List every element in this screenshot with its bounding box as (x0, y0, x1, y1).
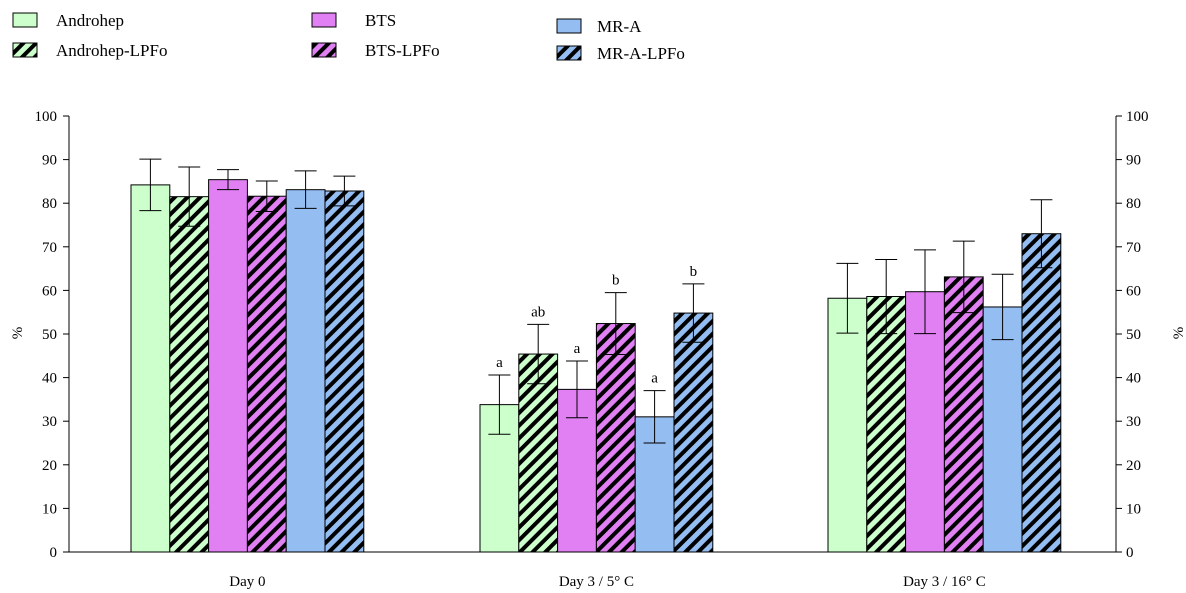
bar-bts-lpfo-day-0 (246, 195, 287, 553)
y-tick-label-right: 20 (1126, 458, 1141, 474)
significance-label-androhep-day-3-5-c: a (496, 355, 503, 371)
legend-swatch-bts (311, 12, 337, 28)
significance-label-mr-a-lpfo-day-3-5-c: b (690, 264, 698, 280)
bar-androhep-lpfo-day-3-5-c (518, 353, 559, 553)
bar-mr-a-day-3-16-c (982, 306, 1023, 553)
y-tick-label-right: 70 (1126, 240, 1141, 256)
significance-label-bts-lpfo-day-3-5-c: b (612, 273, 620, 289)
legend-swatch-androhep-lpfo (12, 42, 38, 58)
legend-entry-mr-a: MR-A (556, 17, 642, 36)
legend-label-androhep-lpfo: Androhep-LPFo (56, 41, 167, 60)
legend-label-mr-a-lpfo: MR-A-LPFo (597, 44, 685, 63)
significance-label-mr-a-day-3-5-c: a (651, 371, 658, 387)
bar-androhep-day-0 (130, 184, 171, 553)
y-tick-label-right: 40 (1126, 371, 1141, 387)
significance-label-androhep-lpfo-day-3-5-c: ab (531, 304, 545, 320)
y-tick-label-left: 50 (42, 327, 57, 343)
y-tick-label-right: 100 (1126, 109, 1149, 125)
legend-swatch-mr-a-lpfo (556, 45, 582, 61)
y-tick-label-right: 80 (1126, 196, 1141, 212)
x-tick-label-day-3-5-c: Day 3 / 5° C (559, 574, 634, 590)
y-tick-label-right: 60 (1126, 283, 1141, 299)
y-tick-label-right: 90 (1126, 153, 1141, 169)
legend-swatch-mr-a (556, 18, 582, 34)
y-tick-label-left: 60 (42, 283, 57, 299)
y-axis-label-left: % (10, 327, 26, 340)
y-tick-label-right: 50 (1126, 327, 1141, 343)
y-tick-label-left: 40 (42, 371, 57, 387)
y-tick-label-left: 20 (42, 458, 57, 474)
bar-androhep-lpfo-day-3-16-c (866, 296, 907, 553)
bar-bts-lpfo-day-3-16-c (943, 276, 984, 553)
y-tick-label-right: 30 (1126, 414, 1141, 430)
y-tick-label-left: 80 (42, 196, 57, 212)
y-tick-label-left: 70 (42, 240, 57, 256)
significance-label-bts-day-3-5-c: a (574, 341, 581, 357)
legend-label-mr-a: MR-A (597, 17, 642, 36)
y-tick-label-left: 30 (42, 414, 57, 430)
legend: Androhep Androhep-LPFo BTS BTS-LPFo MR-A… (12, 11, 685, 63)
x-tick-label-day-3-16-c: Day 3 / 16° C (903, 574, 986, 590)
legend-label-androhep: Androhep (56, 11, 124, 30)
y-tick-label-left: 0 (50, 545, 58, 561)
y-tick-label-left: 100 (35, 109, 58, 125)
legend-swatch-androhep (12, 12, 38, 28)
legend-entry-androhep: Androhep (12, 11, 124, 30)
legend-label-bts-lpfo: BTS-LPFo (365, 41, 440, 60)
bar-bts-lpfo-day-3-5-c (595, 323, 636, 553)
bar-mr-a-lpfo-day-3-5-c (673, 312, 714, 553)
legend-entry-bts-lpfo: BTS-LPFo (311, 41, 440, 60)
legend-swatch-bts-lpfo (311, 42, 337, 58)
y-tick-label-right: 0 (1126, 545, 1134, 561)
bar-mr-a-day-0 (285, 189, 326, 553)
legend-entry-bts: BTS (311, 11, 396, 30)
legend-entry-androhep-lpfo: Androhep-LPFo (12, 41, 167, 60)
bar-androhep-lpfo-day-0 (169, 196, 210, 553)
y-axis-label-right: % (1171, 327, 1186, 340)
x-tick-label-day-0: Day 0 (229, 574, 265, 590)
y-tick-label-right: 10 (1126, 501, 1141, 517)
bar-mr-a-lpfo-day-3-16-c (1021, 233, 1062, 553)
bar-androhep-day-3-16-c (827, 297, 868, 553)
bar-bts-day-0 (208, 179, 248, 553)
legend-entry-mr-a-lpfo: MR-A-LPFo (556, 44, 685, 63)
bar-mr-a-lpfo-day-0 (324, 190, 365, 553)
y-tick-label-left: 10 (42, 501, 57, 517)
legend-label-bts: BTS (365, 11, 396, 30)
y-tick-label-left: 90 (42, 153, 57, 169)
